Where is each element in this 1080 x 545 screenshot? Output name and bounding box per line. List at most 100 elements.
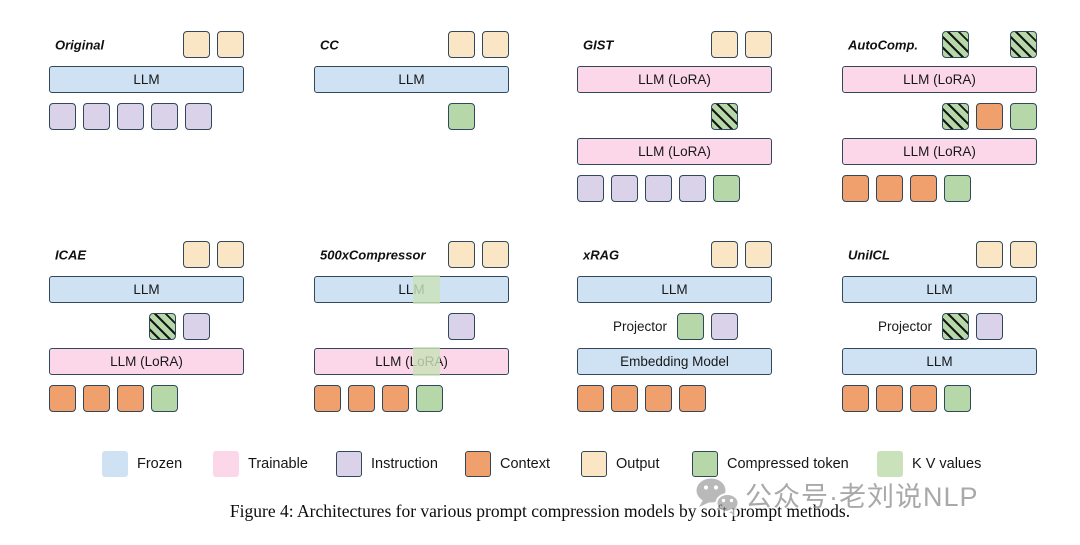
output-token (183, 241, 210, 268)
legend-item-k-v-values: K V values (877, 451, 981, 477)
legend: Frozen Trainable Instruction Context Output C… (0, 451, 1080, 479)
bar-llm: LLM (577, 276, 772, 303)
instruction-token (577, 174, 604, 202)
compressed-token (677, 312, 704, 340)
legend-label: Trainable (248, 456, 308, 472)
context-token (577, 384, 604, 412)
kv-values-overlay (413, 275, 440, 304)
projector-label: Projector (612, 318, 667, 334)
panel-title: 500xCompressor (320, 247, 426, 262)
output-token (448, 31, 475, 58)
token-row (842, 174, 1037, 202)
token-row: Projector (842, 312, 1037, 340)
context-token (842, 384, 869, 412)
panel-title: ICAE (55, 247, 87, 262)
compressed-token-hatched (711, 102, 738, 130)
token-row (314, 312, 509, 340)
panel-header: xRAG (577, 241, 772, 268)
bar-llm-lora: LLM (LoRA) (842, 66, 1037, 93)
bar-llm: LLM (842, 348, 1037, 375)
output-token (976, 241, 1003, 268)
legend-swatch-context (465, 451, 491, 477)
bar-label: LLM (926, 282, 953, 297)
token-row (577, 384, 772, 412)
instruction-token (183, 312, 210, 340)
header-token-group (942, 31, 1037, 58)
bar-llm: LLM (314, 275, 509, 304)
panel-title: AutoComp. (848, 37, 919, 52)
context-token (83, 384, 110, 412)
output-token (448, 241, 475, 268)
context-token (976, 102, 1003, 130)
header-token-group (183, 241, 244, 268)
context-token (314, 384, 341, 412)
legend-item-context: Context (465, 451, 550, 477)
token-row (842, 384, 1037, 412)
watermark: 公众号·老刘说NLP (694, 477, 979, 517)
compressed-token (151, 384, 178, 412)
context-token (910, 174, 937, 202)
compressed-token-hatched (942, 312, 969, 340)
context-token (679, 384, 706, 412)
context-token (348, 384, 375, 412)
figure-caption: Figure 4: Architectures for various prom… (229, 501, 851, 521)
bar-llm: LLM (49, 66, 244, 93)
panel-header: ICAE (49, 241, 244, 268)
legend-label: Output (616, 456, 660, 472)
token-row (842, 102, 1037, 130)
token-row (314, 102, 509, 130)
context-token (382, 384, 409, 412)
instruction-token (611, 174, 638, 202)
legend-label: Compressed token (727, 456, 849, 472)
context-token (49, 384, 76, 412)
bar-llm-lora: LLM (LoRA) (49, 348, 244, 375)
panel-header: GIST (577, 31, 772, 58)
context-token (876, 384, 903, 412)
compressed-token (713, 174, 740, 202)
compressed-token (1010, 102, 1037, 130)
kv-values-overlay (413, 347, 440, 376)
bar-llm-lora: LLM (LoRA) (314, 347, 509, 376)
output-token (711, 31, 738, 58)
panel-title: Original (55, 37, 105, 52)
instruction-token (185, 102, 212, 130)
bar-embedding-model: Embedding Model (577, 348, 772, 375)
panel-icae: ICAE LLM LLM (LoRA) (49, 241, 244, 420)
bar-label: LLM (LoRA) (638, 72, 711, 87)
bar-label: LLM (LoRA) (110, 354, 183, 369)
bar-llm: LLM (314, 66, 509, 93)
legend-item-trainable: Trainable (213, 451, 308, 477)
legend-swatch-instruction (336, 451, 362, 477)
compressed-token (416, 384, 443, 412)
token-row (49, 312, 244, 340)
compressed-token-hatched (942, 31, 969, 58)
legend-swatch-frozen (102, 451, 128, 477)
instruction-token (151, 102, 178, 130)
header-token-group (183, 31, 244, 58)
bar-llm-lora: LLM (LoRA) (577, 66, 772, 93)
compressed-token-hatched (1010, 31, 1037, 58)
context-token (910, 384, 937, 412)
compressed-token (944, 384, 971, 412)
panel-gist: GIST LLM (LoRA) LLM (LoRA) (577, 31, 772, 210)
output-token (482, 241, 509, 268)
legend-item-frozen: Frozen (102, 451, 182, 477)
instruction-token (679, 174, 706, 202)
output-token (1010, 241, 1037, 268)
token-row (314, 384, 509, 412)
legend-item-output: Output (581, 451, 660, 477)
bar-label: LLM (398, 72, 425, 87)
bar-label: LLM (133, 282, 160, 297)
panel-original: Original LLM (49, 31, 244, 138)
panel-title: UniICL (848, 247, 890, 262)
panel-header: 500xCompressor (314, 241, 509, 268)
header-token-group (448, 31, 509, 58)
bar-label: LLM (LoRA) (903, 72, 976, 87)
compressed-token-hatched (149, 312, 176, 340)
bar-llm-lora: LLM (LoRA) (577, 138, 772, 165)
token-row (577, 102, 772, 130)
legend-swatch-compressed (692, 451, 718, 477)
projector-label: Projector (877, 318, 932, 334)
panel-header: AutoComp. (842, 31, 1037, 58)
output-token (217, 241, 244, 268)
